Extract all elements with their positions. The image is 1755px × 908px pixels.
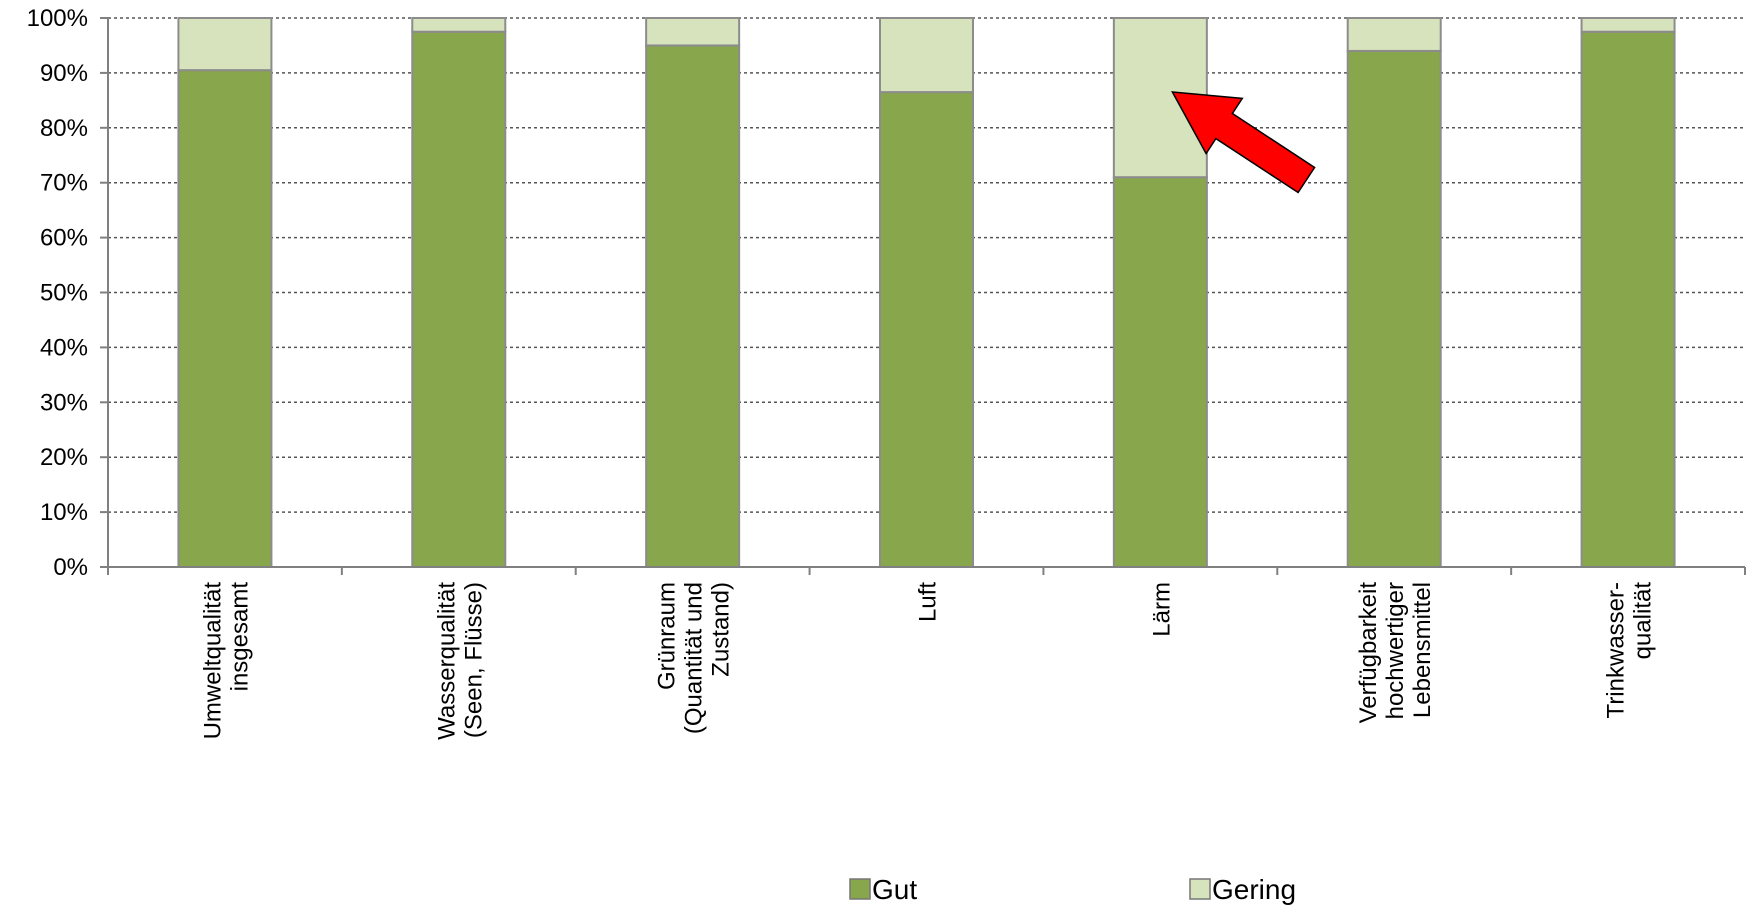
x-category-label: Umweltqualität insgesamt <box>199 582 253 740</box>
x-category-label-line: Grünraum <box>654 582 681 690</box>
y-tick-label: 60% <box>40 225 88 252</box>
x-category-label: Trinkwasser-qualität <box>1603 582 1657 719</box>
bar-gut-2 <box>645 44 741 568</box>
x-category-label-line: Lebensmittel <box>1409 582 1436 718</box>
bar-gering-3 <box>879 17 974 94</box>
y-tick-label: 70% <box>40 170 88 197</box>
y-tick-label: 50% <box>40 280 88 307</box>
bar-gering-0 <box>177 17 273 72</box>
x-category-label-line: Lärm <box>1148 582 1175 637</box>
bar-gering-2 <box>645 17 741 47</box>
red-arrow-annotation <box>1171 91 1316 194</box>
y-tick-label: 90% <box>40 60 88 87</box>
bar-gut-5 <box>1346 49 1442 568</box>
legend-swatch-gering <box>1189 878 1211 900</box>
y-tick-label: 80% <box>40 115 88 142</box>
y-tick-label: 30% <box>40 389 88 416</box>
y-tick-label: 20% <box>40 444 88 471</box>
bar-gut-1 <box>411 30 507 569</box>
x-category-label: Wasserqualität (Seen, Flüsse) <box>433 582 487 740</box>
x-category-label-line: insgesamt <box>226 582 253 692</box>
x-category-label-line: Verfügbarkeit <box>1355 582 1382 724</box>
x-category-label: Grünraum (Quantität und Zustand) <box>654 582 735 734</box>
legend-label-gering: Gering <box>1212 874 1296 905</box>
annotation <box>1171 91 1316 194</box>
bar-gut-6 <box>1580 30 1676 569</box>
x-category-label: Verfügbarkeit hochwertiger Lebensmittel <box>1355 582 1436 724</box>
x-category-label-line: Luft <box>915 582 942 622</box>
x-category-label-line: hochwertiger <box>1382 582 1409 719</box>
y-tick-labels: 0% 10% 20% 30% 40% 50% 60% 70% 80% 90% 100% <box>27 5 88 581</box>
x-category-label: Lärm <box>1148 582 1175 637</box>
bar-gut-0 <box>177 69 273 568</box>
bar-gering-5 <box>1346 17 1442 52</box>
y-tick-label: 10% <box>40 499 88 526</box>
bar-gering-6 <box>1580 17 1676 33</box>
y-tick-label: 0% <box>53 554 88 581</box>
x-category-label-line: Wasserqualität <box>433 582 460 740</box>
legend-swatch-gut <box>849 878 871 900</box>
x-category-label-line: Zustand) <box>708 582 735 677</box>
bar-gering-1 <box>411 17 507 33</box>
x-category-labels: Umweltqualität insgesamt Wasserqualität (Se… <box>199 582 1656 740</box>
x-category-label-line: (Seen, Flüsse) <box>460 582 487 738</box>
x-category-label-line: (Quantität und <box>681 582 708 734</box>
x-category-label-line: qualität <box>1630 582 1657 660</box>
axes <box>100 17 1746 575</box>
y-tick-label: 40% <box>40 334 88 361</box>
bar-gut-4 <box>1112 176 1208 569</box>
y-tick-label: 100% <box>27 5 88 32</box>
bar-gut-3 <box>879 91 974 569</box>
x-category-label-line: Umweltqualität <box>199 582 226 740</box>
legend: Gut Gering <box>849 874 1296 905</box>
x-category-label: Luft <box>915 582 942 622</box>
legend-label-gut: Gut <box>872 874 917 905</box>
x-category-label-line: Trinkwasser- <box>1603 582 1630 718</box>
